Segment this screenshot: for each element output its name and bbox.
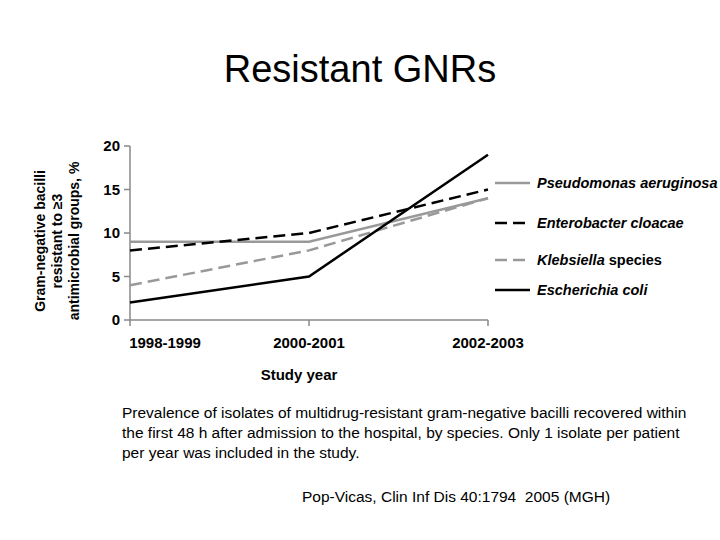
y-tick-label: 20 xyxy=(103,137,120,154)
y-tick-label: 10 xyxy=(103,224,120,241)
y-tick-label: 15 xyxy=(103,181,120,198)
legend-label: Escherichia coli xyxy=(537,282,648,298)
legend-swatch xyxy=(495,289,530,292)
series-line xyxy=(130,198,488,242)
y-tick xyxy=(124,319,130,321)
y-tick-label: 5 xyxy=(112,268,120,285)
legend-swatch xyxy=(495,222,530,225)
y-tick xyxy=(124,232,130,234)
title: Resistant GNRs xyxy=(224,48,496,90)
legend-label: Pseudomonas aeruginosa xyxy=(537,175,718,191)
series-line xyxy=(130,155,488,303)
legend-label: Klebsiella species xyxy=(537,252,662,268)
series-line xyxy=(130,190,488,251)
y-axis-label: Gram-negative bacilli xyxy=(32,170,48,312)
y-tick xyxy=(124,145,130,147)
caption: Prevalence of isolates of multidrug-resi… xyxy=(122,403,702,463)
x-tick-label: 1998-1999 xyxy=(129,334,201,351)
y-tick-label: 0 xyxy=(112,311,120,328)
legend-swatch xyxy=(495,182,530,185)
x-tick xyxy=(487,320,489,326)
y-axis-label: resistant to ≥3 xyxy=(49,193,65,288)
x-tick xyxy=(129,320,131,326)
x-tick-label: 2002-2003 xyxy=(452,334,524,351)
plot-area xyxy=(130,155,488,303)
source: Pop-Vicas, Clin Inf Dis 40:1794 2005 (MG… xyxy=(302,488,610,506)
x-tick-label: 2000-2001 xyxy=(273,334,345,351)
x-axis-label: Study year xyxy=(261,366,338,383)
legend-swatch xyxy=(495,259,530,262)
y-tick xyxy=(124,276,130,278)
chart: Resistant GNRs 0 5 10 15 20 1998-1999 2000-2001… xyxy=(0,0,720,540)
legend-label: Enterobacter cloacae xyxy=(537,215,684,231)
page: Resistant GNRs 0 5 10 15 20 1998-1999 2000-2001… xyxy=(0,0,720,540)
x-tick xyxy=(308,320,310,326)
series-line xyxy=(130,198,488,285)
y-axis-label: antimicrobial groups, % xyxy=(66,161,82,320)
y-tick xyxy=(124,189,130,191)
